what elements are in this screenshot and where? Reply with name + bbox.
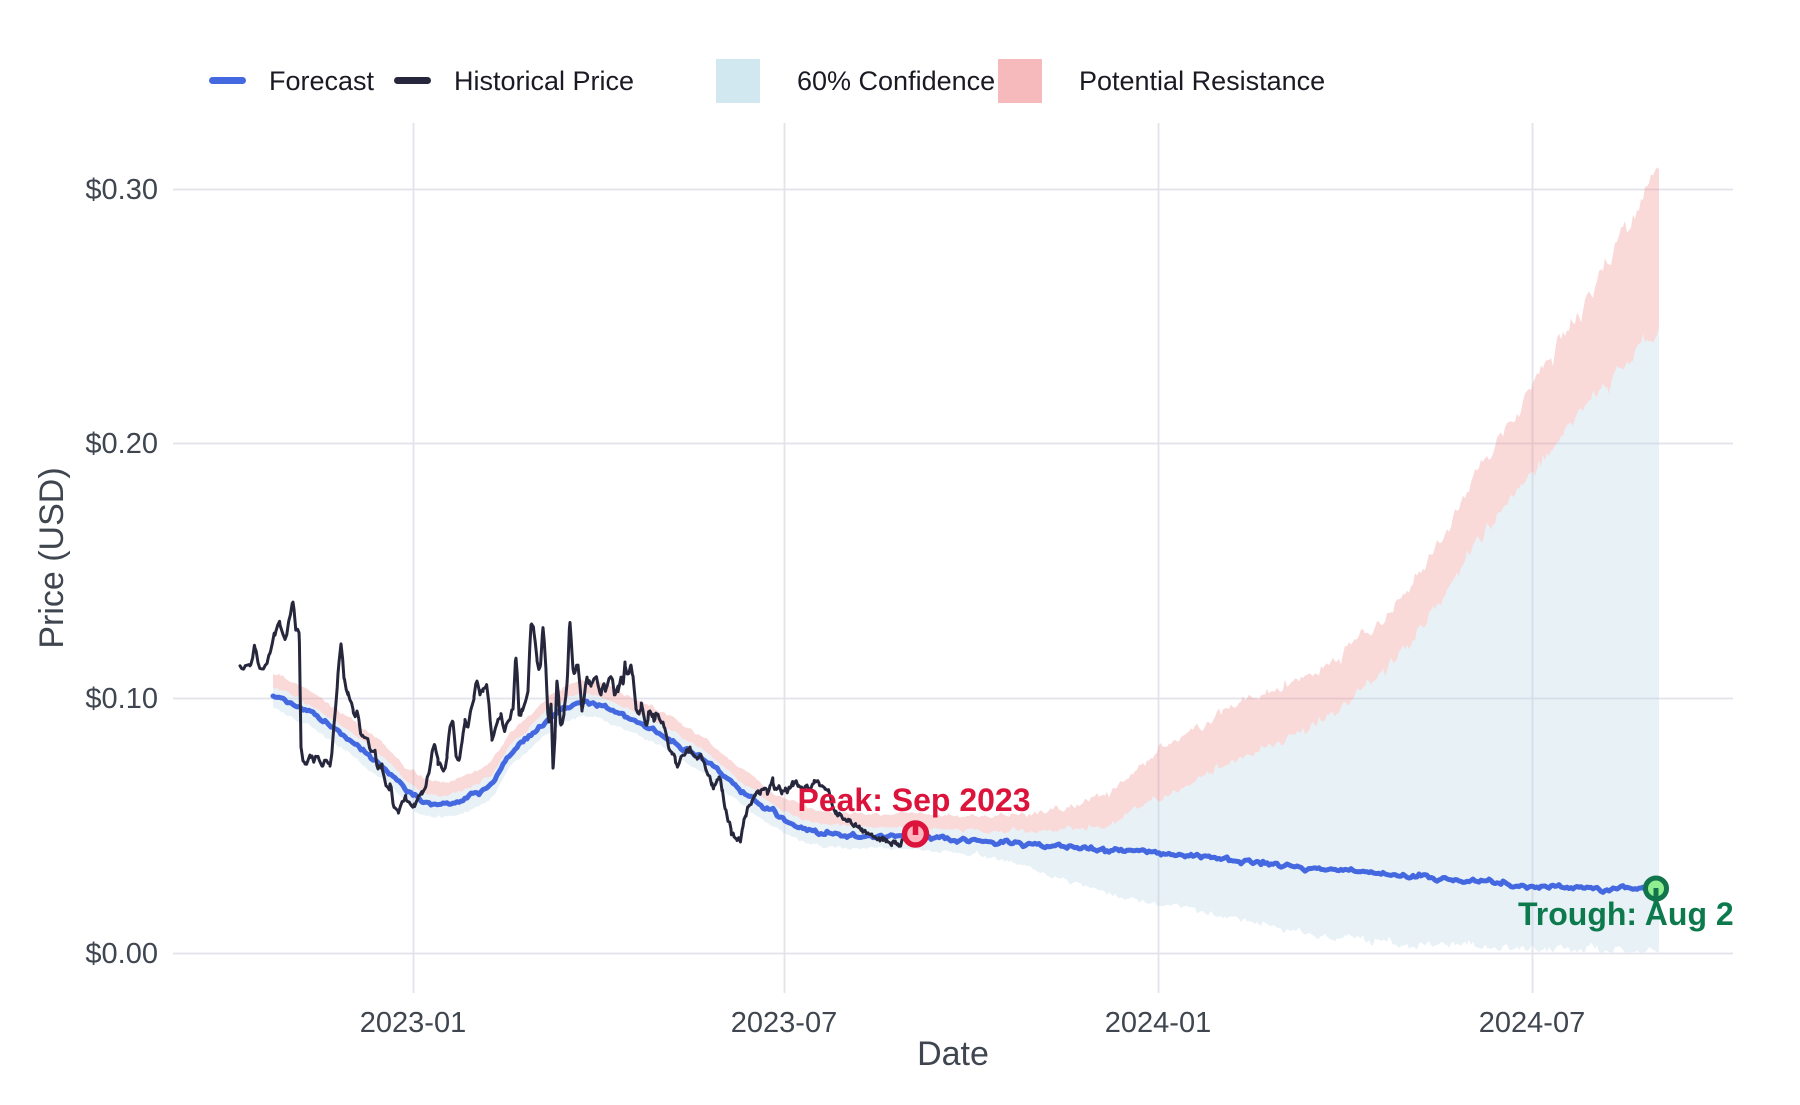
svg-text:$0.10: $0.10 — [85, 683, 158, 715]
svg-text:Date: Date — [917, 1035, 989, 1073]
svg-text:2024-07: 2024-07 — [1479, 1007, 1585, 1039]
svg-text:Forecast: Forecast — [269, 66, 375, 96]
svg-text:2024-01: 2024-01 — [1105, 1007, 1211, 1039]
svg-text:$0.20: $0.20 — [85, 428, 158, 460]
svg-text:Potential Resistance: Potential Resistance — [1079, 66, 1325, 96]
svg-text:Trough: Aug 2024: Trough: Aug 2024 — [1518, 896, 1787, 932]
svg-text:2023-07: 2023-07 — [731, 1007, 837, 1039]
svg-text:Price (USD): Price (USD) — [33, 467, 71, 648]
svg-text:$0.00: $0.00 — [85, 938, 158, 970]
svg-text:$0.30: $0.30 — [85, 174, 158, 206]
svg-text:2023-01: 2023-01 — [360, 1007, 466, 1039]
svg-text:Historical Price: Historical Price — [454, 66, 634, 96]
svg-text:60% Confidence: 60% Confidence — [797, 66, 995, 96]
svg-text:Peak: Sep 2023: Peak: Sep 2023 — [797, 782, 1030, 818]
